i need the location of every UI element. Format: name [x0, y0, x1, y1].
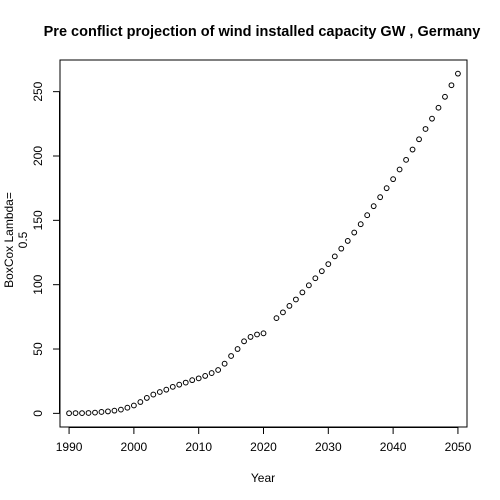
data-point [416, 136, 422, 143]
y-axis-label-line-1: BoxCox Lambda= [2, 192, 16, 288]
data-point [189, 377, 196, 384]
data-point [111, 407, 118, 414]
data-point [124, 404, 131, 411]
y-tick-label: 100 [31, 274, 45, 294]
data-point [325, 261, 332, 267]
data-point [344, 238, 351, 244]
data-point [228, 353, 234, 359]
data-point [318, 268, 325, 275]
x-tick-label: 2050 [445, 440, 472, 454]
data-point [377, 194, 384, 201]
x-tick-label: 2000 [121, 440, 148, 454]
x-axis-label: Year [251, 471, 275, 485]
x-tick-label: 1990 [56, 440, 83, 454]
data-point [429, 115, 435, 122]
data-point [280, 309, 286, 316]
data-point [273, 315, 280, 322]
data-point [150, 391, 157, 398]
data-points [66, 70, 461, 417]
data-point [370, 203, 377, 210]
y-tick-label: 50 [31, 342, 45, 356]
data-point [208, 370, 215, 376]
data-point [312, 275, 319, 282]
data-point [163, 386, 170, 393]
data-point [182, 379, 189, 386]
data-point [448, 82, 455, 89]
data-point [260, 330, 267, 337]
data-point [143, 395, 150, 401]
data-point [364, 212, 371, 219]
data-point [403, 156, 409, 163]
data-point [72, 410, 79, 417]
y-axis-label-line-2: 0.5 [16, 231, 30, 248]
data-point [137, 399, 144, 405]
data-point [221, 360, 228, 367]
data-point [98, 409, 105, 415]
data-point [286, 303, 293, 309]
data-point [305, 282, 312, 289]
chart-title: Pre conflict projection of wind installe… [44, 24, 481, 40]
data-point [357, 221, 364, 228]
data-point [169, 383, 176, 390]
y-tick-label: 0 [31, 410, 45, 417]
x-tick-label: 2040 [380, 440, 407, 454]
data-point [92, 409, 98, 416]
data-point [247, 334, 254, 340]
data-point [390, 176, 397, 183]
data-point [195, 375, 202, 382]
y-axis: 0 50 100 150 200 250 [31, 81, 60, 417]
data-point [396, 166, 403, 173]
plot-frame [59, 59, 468, 428]
data-point [202, 373, 209, 379]
data-point [293, 296, 299, 303]
x-tick-label: 2020 [250, 440, 277, 454]
x-tick-label: 2030 [315, 440, 342, 454]
data-point [442, 93, 448, 100]
y-tick-label: 250 [31, 81, 45, 101]
data-point [455, 70, 461, 77]
data-point [351, 229, 358, 236]
data-point [118, 406, 124, 413]
data-point [422, 126, 429, 132]
data-point [234, 346, 241, 352]
x-axis: 1990 2000 2010 2020 2030 2040 2050 [56, 427, 472, 454]
data-point [85, 410, 92, 416]
data-point [383, 185, 390, 192]
data-point [176, 381, 183, 388]
data-point [130, 402, 137, 409]
data-point [156, 389, 163, 395]
data-point [79, 410, 85, 417]
data-point [254, 331, 260, 338]
data-point [331, 253, 338, 260]
y-tick-label: 200 [31, 146, 45, 166]
data-point [409, 146, 416, 153]
data-point [105, 408, 111, 415]
x-tick-label: 2010 [185, 440, 212, 454]
data-point [299, 289, 306, 296]
data-point [435, 104, 442, 111]
data-point [215, 367, 222, 373]
y-tick-label: 150 [31, 210, 45, 230]
data-point [66, 410, 72, 417]
data-point [241, 338, 247, 345]
data-point [338, 245, 345, 252]
